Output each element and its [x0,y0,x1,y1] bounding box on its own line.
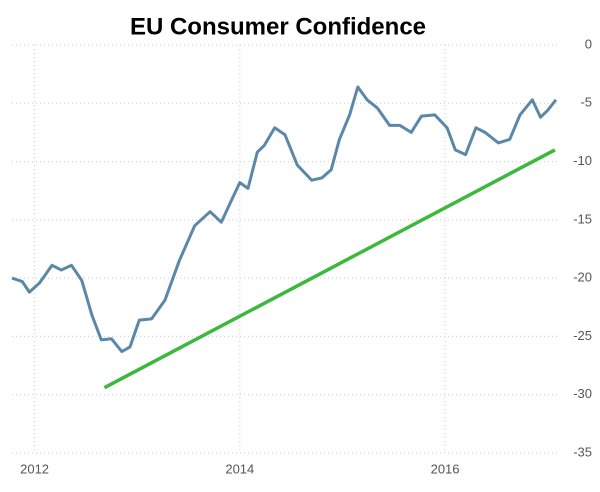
y-tick-label: -15 [573,211,592,226]
chart-title: EU Consumer Confidence [130,13,426,40]
y-tick-label: -20 [573,270,592,285]
data-line [103,148,556,390]
y-tick-label: -10 [573,153,592,168]
x-tick-label: 2012 [20,461,49,476]
y-tick-label: -35 [573,444,592,459]
y-tick-label: -25 [573,328,592,343]
x-tick-label: 2014 [225,461,254,476]
y-tick-label: -30 [573,386,592,401]
data-line [11,85,558,354]
y-tick-label: 0 [585,36,592,51]
x-tick-label: 2016 [431,461,460,476]
y-tick-label: -5 [580,95,592,110]
